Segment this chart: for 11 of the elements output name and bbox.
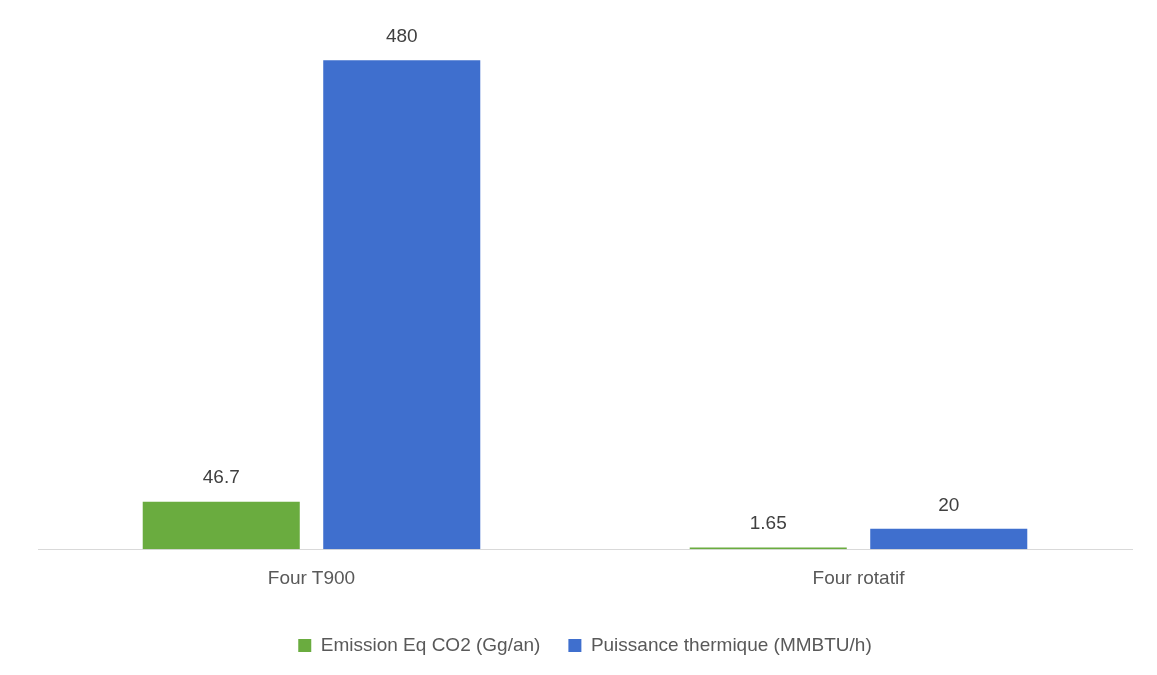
- bar: [142, 501, 300, 550]
- data-label: 1.65: [749, 512, 787, 534]
- bar: [870, 528, 1028, 550]
- data-label: 480: [385, 25, 418, 47]
- x-tick-label: Four rotatif: [812, 566, 906, 588]
- data-label: 20: [938, 493, 960, 515]
- legend-label: Emission Eq CO2 (Gg/an): [320, 633, 541, 655]
- x-tick-label: Four T900: [267, 566, 356, 588]
- bar: [323, 60, 481, 550]
- data-label: 46.7: [202, 466, 240, 488]
- legend-label: Puissance thermique (MMBTU/h): [590, 633, 872, 655]
